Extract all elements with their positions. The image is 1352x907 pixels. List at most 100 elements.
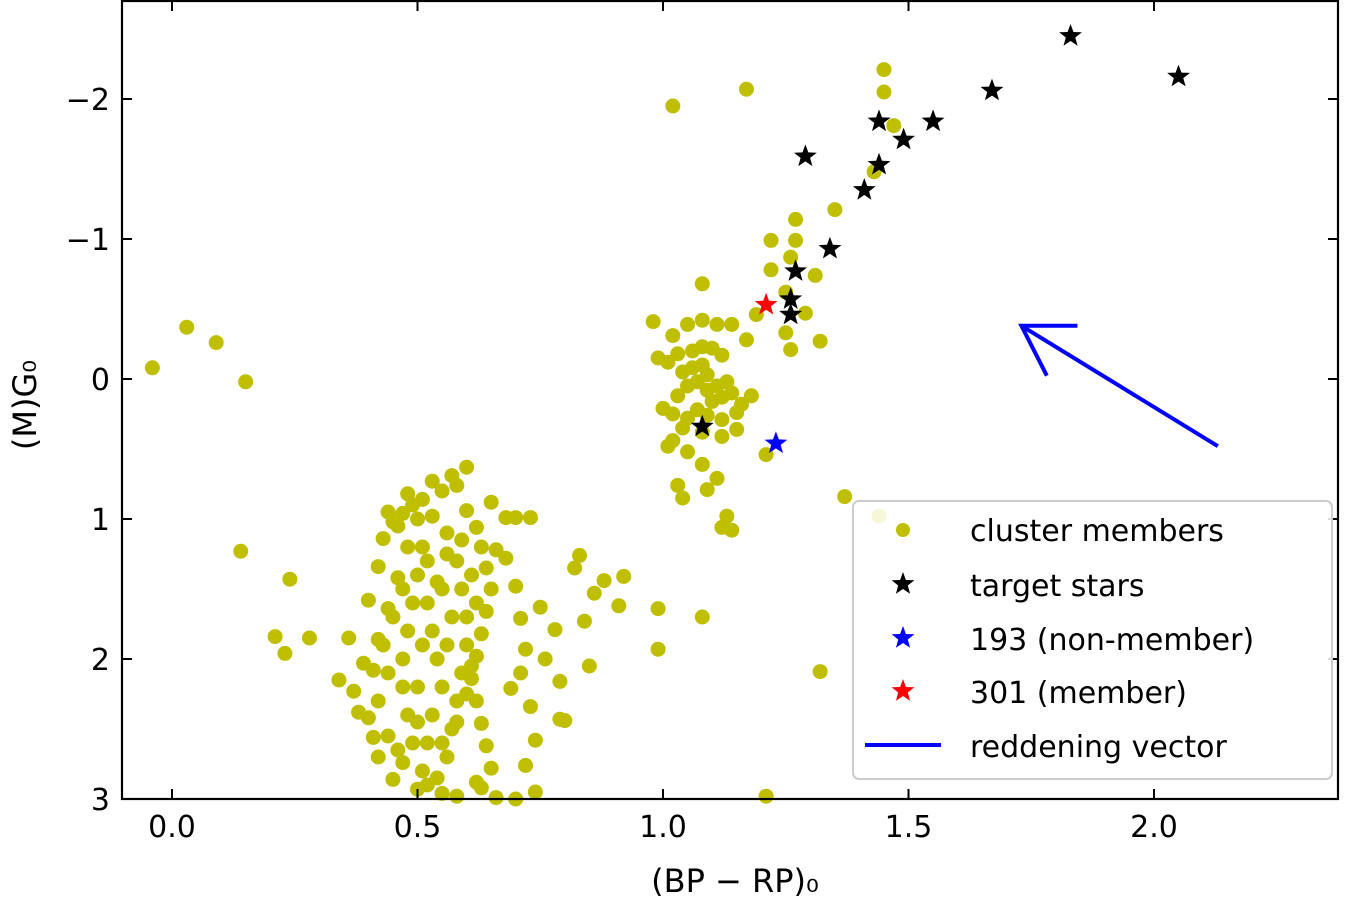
point-cluster-members — [459, 686, 475, 702]
point-cluster-members — [380, 665, 396, 681]
point-cluster-members — [665, 328, 681, 344]
ticks-layer: 0.0 0.5 1.0 1.5 2.0 −2 −1 0 1 2 3 — [66, 1, 1338, 845]
point-cluster-members — [714, 412, 730, 428]
point-cluster-members — [483, 494, 499, 510]
point-cluster-members — [680, 316, 696, 332]
star-target-stars — [867, 109, 891, 132]
point-cluster-members — [876, 62, 892, 78]
point-cluster-members — [405, 735, 421, 751]
point-cluster-members — [567, 560, 583, 576]
legend-label-193: 193 (non-member) — [970, 623, 1254, 658]
point-cluster-members — [488, 542, 504, 558]
point-cluster-members — [429, 651, 445, 667]
point-cluster-members — [410, 714, 425, 730]
point-cluster-members — [660, 438, 676, 454]
point-cluster-members — [748, 307, 764, 323]
reddening-vector-arrowhead — [1018, 323, 1078, 377]
point-cluster-members — [714, 347, 730, 363]
point-cluster-members — [488, 790, 504, 806]
legend: cluster members target stars 193 (non-me… — [852, 500, 1333, 780]
point-cluster-members — [365, 729, 381, 745]
point-cluster-members — [331, 672, 347, 688]
point-cluster-members — [670, 388, 686, 404]
point-cluster-members — [473, 539, 489, 555]
point-cluster-members — [812, 664, 828, 680]
point-cluster-members — [719, 374, 735, 390]
point-cluster-members — [395, 651, 411, 667]
point-cluster-members — [424, 623, 440, 639]
point-cluster-members — [365, 662, 381, 678]
y-tick-label: −2 — [66, 83, 110, 118]
point-cluster-members — [439, 525, 455, 541]
point-cluster-members — [522, 699, 538, 715]
point-cluster-members — [424, 473, 440, 489]
point-cluster-members — [419, 595, 435, 611]
star-target-stars — [980, 78, 1004, 101]
point-cluster-members — [518, 757, 534, 773]
point-cluster-members — [665, 406, 681, 422]
point-cluster-members — [370, 749, 386, 765]
point-cluster-members — [586, 585, 602, 601]
point-cluster-members — [837, 489, 853, 505]
point-cluster-members — [238, 374, 254, 390]
point-cluster-members — [419, 553, 435, 569]
point-cluster-members — [277, 645, 293, 661]
point-cluster-members — [807, 267, 823, 283]
y-tick-label: 3 — [91, 783, 110, 818]
point-cluster-members — [680, 444, 696, 460]
point-cluster-members — [439, 749, 455, 765]
point-cluster-members — [375, 637, 391, 653]
star-target-stars — [779, 302, 803, 325]
point-cluster-members — [478, 603, 494, 619]
point-cluster-members — [552, 673, 568, 689]
point-cluster-members — [503, 680, 519, 696]
point-cluster-members — [380, 728, 396, 744]
star-target-stars — [818, 236, 842, 259]
point-cluster-members — [459, 459, 475, 475]
point-cluster-members — [410, 567, 425, 583]
point-cluster-members — [645, 314, 661, 330]
point-cluster-members — [208, 335, 224, 351]
reddening-vector-line — [1020, 324, 1219, 448]
point-cluster-members — [483, 760, 499, 776]
star-target-stars — [779, 287, 803, 309]
point-cluster-members — [395, 505, 411, 521]
point-cluster-members — [459, 609, 475, 625]
point-cluster-members — [694, 609, 710, 625]
x-tick-label: 2.0 — [1130, 810, 1178, 845]
point-cluster-members — [743, 388, 759, 404]
point-cluster-members — [473, 780, 489, 796]
point-cluster-members — [670, 346, 686, 362]
star-target-stars — [1059, 24, 1082, 46]
star-target-stars — [852, 178, 876, 200]
point-cluster-members — [611, 598, 627, 614]
point-cluster-members — [414, 763, 430, 779]
point-cluster-members — [738, 81, 754, 97]
point-cluster-members — [675, 420, 691, 436]
star-193-non-member — [764, 431, 788, 454]
point-cluster-members — [429, 770, 445, 786]
point-cluster-members — [400, 539, 416, 555]
point-cluster-members — [596, 573, 612, 589]
y-axis-title: (M)G₀ — [6, 360, 44, 450]
point-cluster-members — [282, 571, 298, 587]
point-cluster-members — [763, 232, 779, 248]
point-cluster-members — [385, 514, 401, 530]
point-cluster-members — [527, 784, 543, 800]
point-cluster-members — [783, 342, 799, 358]
point-cluster-members — [763, 262, 779, 278]
point-cluster-members — [375, 531, 391, 547]
point-cluster-members — [581, 658, 597, 674]
star-target-stars — [867, 152, 891, 175]
point-cluster-members — [424, 508, 440, 524]
point-cluster-members — [179, 319, 195, 335]
point-cluster-members — [459, 637, 475, 653]
point-cluster-members — [478, 560, 494, 576]
legend-box — [852, 500, 1333, 780]
point-cluster-members — [483, 581, 499, 597]
star-target-stars — [892, 127, 915, 150]
y-tick-label: 0 — [91, 363, 110, 398]
point-cluster-members — [778, 325, 794, 341]
reddening-vector-layer — [1018, 323, 1219, 448]
point-cluster-members — [734, 396, 750, 412]
